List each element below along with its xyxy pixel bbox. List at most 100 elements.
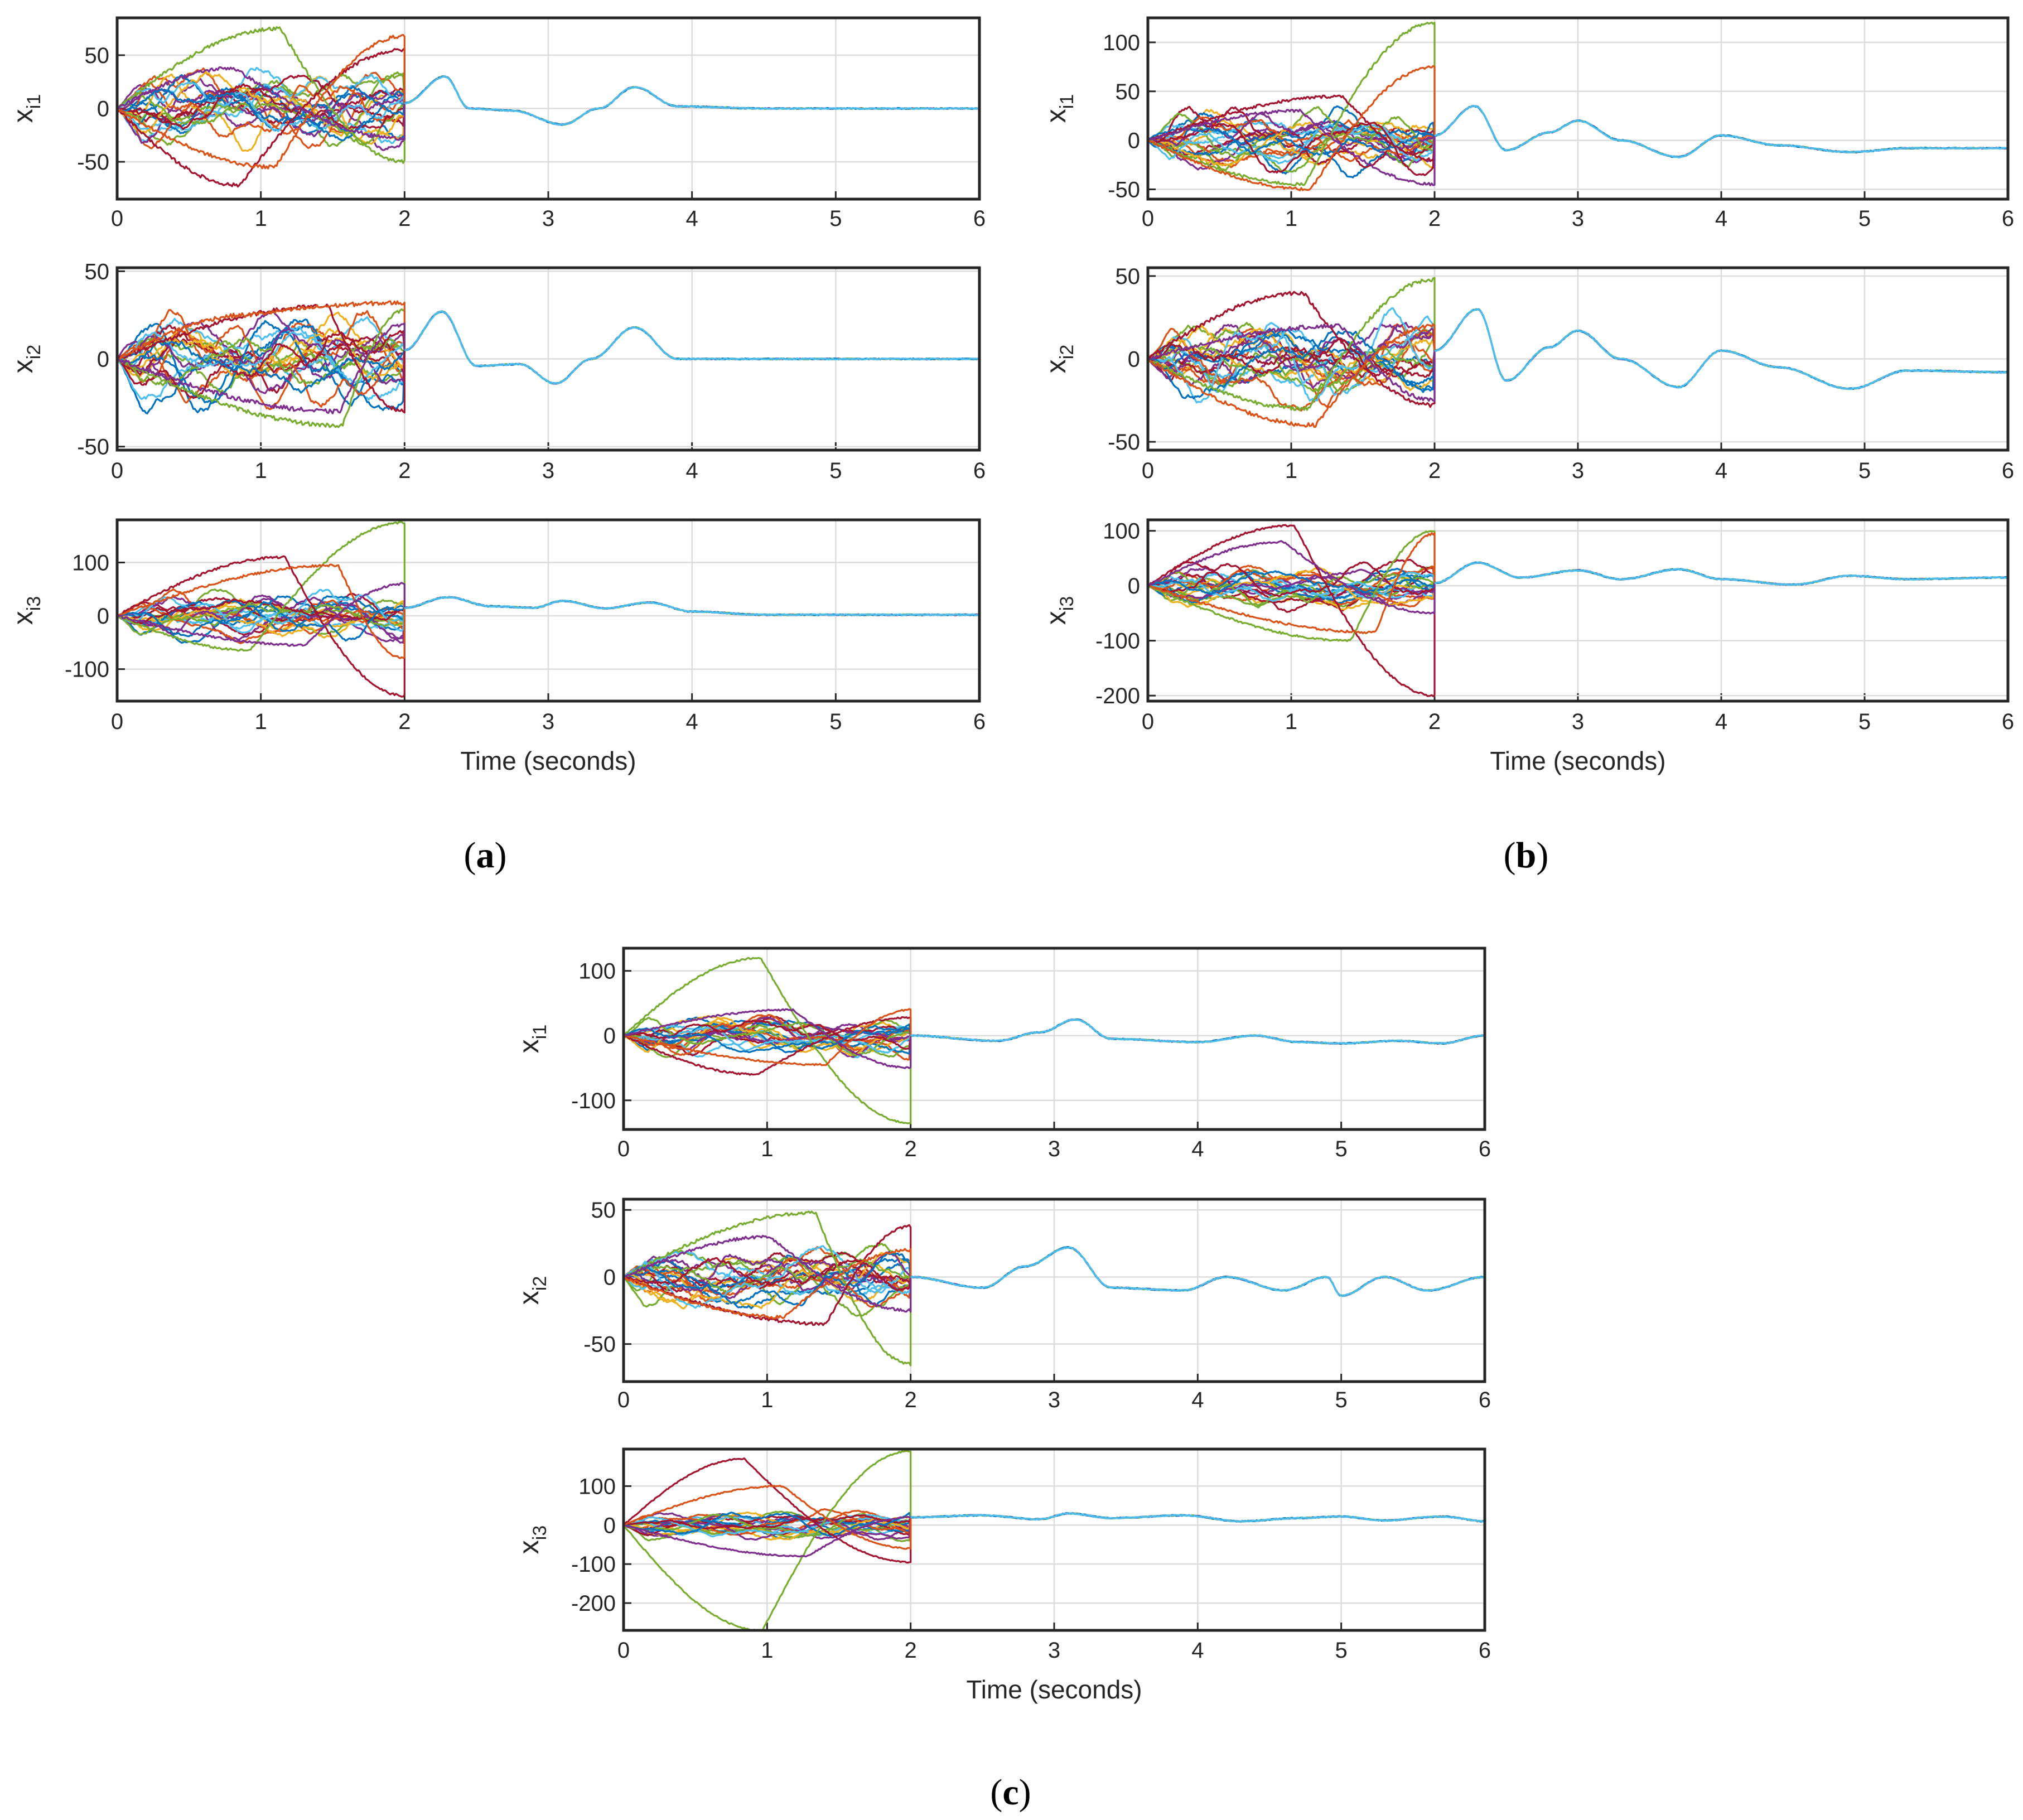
x-tick-label: 2 — [398, 206, 411, 231]
x-tick-label: 0 — [617, 1388, 630, 1412]
traces — [624, 957, 1485, 1124]
panel-caption: (c) — [990, 1772, 1031, 1813]
agent-trajectory — [1148, 329, 1436, 387]
traces — [117, 521, 979, 698]
plot-border — [115, 266, 981, 452]
agent-trajectory — [624, 1257, 912, 1300]
agent-trajectory — [1148, 127, 1435, 156]
x-tick-label: 2 — [1428, 458, 1441, 483]
x-tick-label: 4 — [1715, 206, 1727, 231]
x-tick-label: 0 — [111, 709, 123, 734]
subplot-c-i2: 0 1 2 3 4 5 6 50 0 -50 xi2 — [513, 1198, 1491, 1412]
agent-trajectory — [117, 341, 405, 394]
agent-trajectory — [1148, 330, 1436, 399]
outlier-trajectory — [117, 563, 405, 659]
x-tick-label: 4 — [686, 458, 698, 483]
outlier-trajectory — [624, 1008, 912, 1069]
outlier-trajectory — [624, 957, 912, 1124]
traces — [1148, 524, 2008, 697]
outlier-trajectory — [624, 1248, 912, 1320]
caption-letter: c — [1002, 1772, 1018, 1813]
caption-paren-close: ) — [495, 835, 507, 876]
agent-trajectory — [117, 74, 405, 127]
x-tick-label: 1 — [255, 709, 267, 734]
x-tick-label: 3 — [542, 709, 554, 734]
y-axis-label-subscript: i3 — [23, 596, 45, 611]
y-axis-label-main: x — [1040, 359, 1071, 373]
outlier-trajectory — [117, 300, 405, 361]
y-tick-label: 50 — [1116, 264, 1141, 289]
agent-trajectory — [117, 318, 405, 413]
y-axis-label: xi1 — [7, 94, 45, 123]
x-tick-label: 2 — [905, 1388, 917, 1412]
consensus-trajectory — [404, 596, 979, 616]
consensus-trajectory — [910, 1512, 1485, 1523]
subplot-a-i3: 0 1 2 3 4 5 6 100 0 -100 xi3 — [7, 518, 986, 734]
y-tick-label: -100 — [65, 658, 109, 682]
y-tick-label: -100 — [571, 1089, 616, 1113]
x-tick-label: 4 — [1191, 1638, 1204, 1663]
y-axis-label-subscript: i1 — [529, 1025, 551, 1039]
agent-trajectory — [1148, 568, 1436, 607]
y-tick-label: -50 — [1108, 177, 1140, 202]
y-axis-label-main: x — [1040, 109, 1071, 123]
x-tick-label: 5 — [829, 709, 842, 734]
x-tick-label: 1 — [1285, 709, 1297, 734]
x-tick-label: 1 — [761, 1638, 773, 1663]
y-tick-label: 100 — [1103, 31, 1140, 55]
y-axis-label-subscript: i3 — [529, 1525, 551, 1540]
y-axis-label-main: x — [513, 1039, 544, 1053]
outlier-trajectory — [117, 322, 405, 414]
outlier-trajectory — [624, 1515, 912, 1558]
x-tick-label: 6 — [973, 206, 986, 231]
y-axis-label: xi1 — [1040, 94, 1078, 123]
traces — [1148, 277, 2008, 428]
y-axis-label-subscript: i1 — [23, 94, 45, 109]
x-tick-label: 0 — [1142, 206, 1154, 231]
x-tick-label: 1 — [1285, 458, 1297, 483]
y-tick-label: 0 — [603, 1265, 616, 1290]
x-tick-label: 4 — [1715, 458, 1727, 483]
y-tick-label: 0 — [1128, 574, 1140, 598]
agent-trajectory — [1148, 346, 1436, 378]
agent-trajectory — [117, 328, 405, 385]
traces — [117, 26, 979, 188]
y-tick-label: -50 — [77, 150, 109, 175]
agent-trajectory — [1148, 307, 1436, 404]
y-axis-label: xi3 — [7, 596, 45, 625]
y-axis-label: xi2 — [1040, 345, 1078, 373]
x-tick-label: 2 — [398, 709, 411, 734]
y-axis-label: xi3 — [513, 1525, 551, 1554]
agent-trajectory — [1148, 123, 1436, 165]
agent-trajectory — [1148, 116, 1435, 162]
x-tick-label: 3 — [1048, 1388, 1060, 1412]
plot-border — [622, 1447, 1486, 1632]
agent-trajectory — [1148, 337, 1436, 382]
y-axis-label: xi2 — [513, 1276, 551, 1305]
agent-trajectory — [1148, 121, 1436, 168]
outlier-trajectory — [1148, 277, 1436, 411]
consensus-trajectory — [1434, 561, 2008, 586]
agent-trajectory — [624, 1258, 911, 1293]
x-tick-label: 4 — [686, 206, 698, 231]
outlier-trajectory — [1148, 65, 1436, 191]
caption-paren-open: ( — [464, 835, 476, 876]
traces — [624, 1450, 1485, 1630]
agent-trajectory — [1148, 120, 1435, 171]
y-axis-label-main: x — [513, 1540, 544, 1554]
outlier-trajectory — [117, 26, 405, 164]
plot-border — [1146, 266, 2010, 452]
plot-border — [1146, 16, 2010, 201]
outlier-trajectory — [117, 308, 405, 428]
agent-trajectory — [117, 330, 405, 399]
y-axis-label: xi2 — [7, 345, 45, 373]
x-tick-label: 4 — [1191, 1137, 1204, 1161]
outlier-trajectory — [1148, 532, 1436, 634]
x-tick-label: 2 — [398, 458, 411, 483]
agent-trajectory — [1148, 337, 1436, 378]
agent-trajectory — [117, 594, 405, 640]
plot-border — [115, 518, 981, 703]
